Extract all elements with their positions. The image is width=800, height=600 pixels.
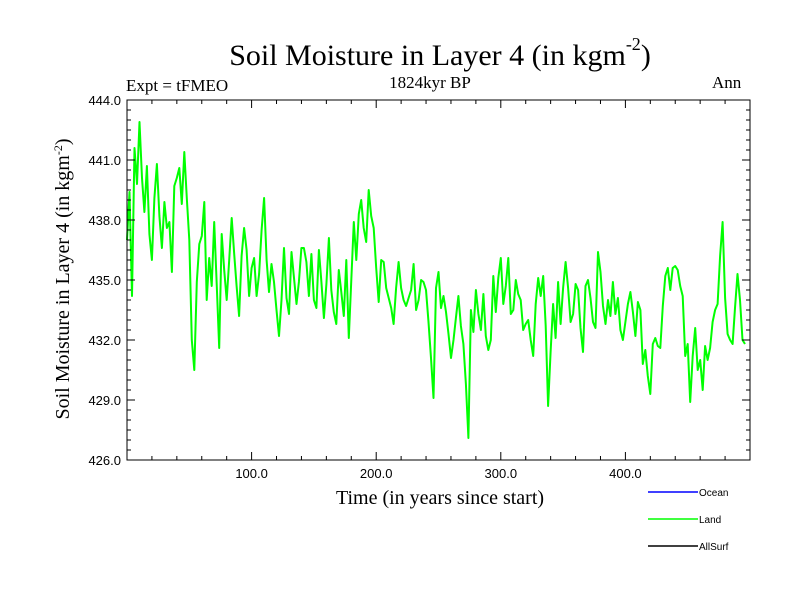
y-axis-label-main: Soil Moisture in Layer 4 (in kgm: [52, 155, 74, 420]
x-axis-label: Time (in years since start): [336, 487, 544, 509]
title-close: ): [640, 39, 651, 72]
y-tick-label: 426.0: [88, 453, 121, 468]
x-tick-label: 300.0: [485, 466, 518, 481]
x-tick-label: 200.0: [360, 466, 393, 481]
title-superscript: -2: [625, 34, 641, 54]
title-main: Soil Moisture in Layer 4 (in kgm: [229, 39, 626, 72]
y-tick-label: 441.0: [88, 153, 121, 168]
y-axis-label-superscript: -2: [51, 145, 65, 155]
legend: Ocean Land AllSurf: [648, 488, 729, 553]
axes: 426.0 429.0 432.0 435.0 438.0 441.0 444.0 100.0…: [88, 93, 751, 481]
chart-title: Soil Moisture in Layer 4 (in kgm-2): [0, 30, 800, 74]
y-tick-label: 444.0: [88, 93, 121, 108]
x-tick-label: 400.0: [609, 466, 642, 481]
legend-label-land: Land: [699, 515, 721, 526]
legend-label-allsurf: AllSurf: [699, 542, 729, 553]
chart-subtitle: 1824kyr BP: [389, 73, 471, 92]
y-tick-label: 435.0: [88, 273, 121, 288]
legend-label-ocean: Ocean: [699, 488, 728, 499]
series-line-land: [126, 121, 746, 439]
x-tick-label: 100.0: [235, 466, 268, 481]
y-tick-label: 429.0: [88, 393, 121, 408]
y-axis-label-close: ): [52, 138, 74, 145]
plot-area: [126, 121, 746, 439]
y-axis-label: Soil Moisture in Layer 4 (in kgm-2): [51, 138, 74, 419]
y-tick-label: 438.0: [88, 213, 121, 228]
experiment-label: Expt = tFMEO: [126, 76, 229, 95]
period-label: Ann: [712, 73, 742, 92]
y-tick-label: 432.0: [88, 333, 121, 348]
